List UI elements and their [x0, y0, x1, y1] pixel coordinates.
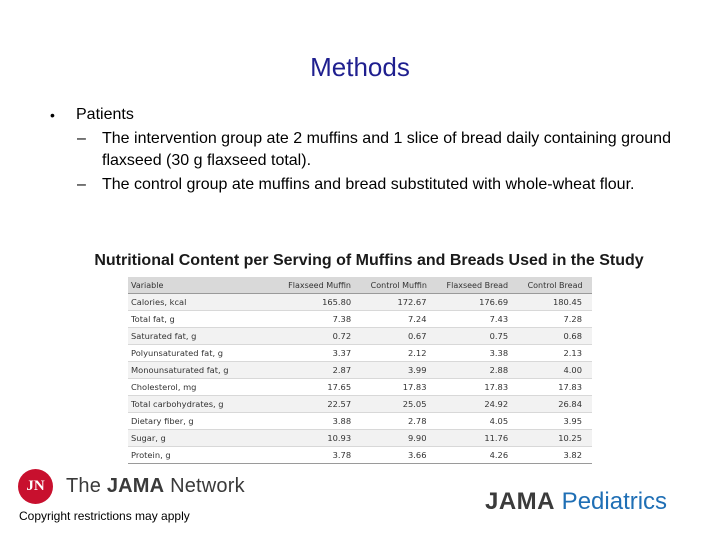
value-cell: 24.92 — [436, 395, 519, 413]
sub-bullet-text: The control group ate muffins and bread … — [102, 176, 635, 193]
pediatrics-logo-bold: JAMA — [485, 488, 556, 515]
table-caption: Nutritional Content per Serving of Muffi… — [94, 252, 644, 269]
column-header: Control Bread — [518, 277, 592, 294]
value-cell: 11.76 — [436, 429, 519, 447]
value-cell: 17.83 — [518, 378, 592, 396]
table-row: Total carbohydrates, g 22.57 25.05 24.92 26.… — [128, 395, 592, 413]
table-row: Monounsaturated fat, g 2.87 3.99 2.88 4.00 — [128, 361, 592, 379]
row-label-cell: Cholesterol, mg — [128, 378, 278, 396]
nutrition-table: Variable Flaxseed Muffin Control Muffin … — [128, 277, 592, 464]
value-cell: 176.69 — [436, 293, 519, 311]
bullet-dot-icon: • — [50, 107, 55, 123]
value-cell: 7.38 — [278, 310, 362, 328]
table-row: Saturated fat, g 0.72 0.67 0.75 0.68 — [128, 327, 592, 345]
table-body: Calories, kcal 165.80 172.67 176.69 180.45 To… — [128, 293, 592, 464]
slide-title: Methods — [310, 52, 410, 82]
table-header-row: Variable Flaxseed Muffin Control Muffin … — [128, 277, 592, 294]
sub-bullet-item: – The intervention group ate 2 muffins a… — [50, 128, 700, 172]
column-header: Flaxseed Muffin — [278, 277, 362, 294]
value-cell: 3.99 — [361, 361, 437, 379]
value-cell: 22.57 — [278, 395, 362, 413]
value-cell: 17.65 — [278, 378, 362, 396]
value-cell: 4.26 — [436, 446, 519, 464]
table-row: Cholesterol, mg 17.65 17.83 17.83 17.83 — [128, 378, 592, 396]
row-label-cell: Sugar, g — [128, 429, 278, 447]
value-cell: 3.95 — [518, 412, 592, 430]
table-row: Sugar, g 10.93 9.90 11.76 10.25 — [128, 429, 592, 447]
logo-text-pre: The — [66, 474, 107, 497]
value-cell: 2.13 — [518, 344, 592, 362]
value-cell: 0.67 — [361, 327, 437, 345]
copyright-notice: Copyright restrictions may apply — [19, 509, 190, 523]
bullet-item: • Patients — [50, 104, 700, 126]
bullet-list: • Patients – The intervention group ate … — [50, 104, 700, 198]
column-header: Variable — [128, 277, 278, 294]
value-cell: 7.24 — [361, 310, 437, 328]
bullet-text: Patients — [76, 106, 134, 123]
table-row: Polyunsaturated fat, g 3.37 2.12 3.38 2.13 — [128, 344, 592, 362]
row-label-cell: Total carbohydrates, g — [128, 395, 278, 413]
value-cell: 9.90 — [361, 429, 437, 447]
value-cell: 4.00 — [518, 361, 592, 379]
column-header: Flaxseed Bread — [436, 277, 519, 294]
row-label-cell: Calories, kcal — [128, 293, 278, 311]
value-cell: 25.05 — [361, 395, 437, 413]
value-cell: 3.88 — [278, 412, 362, 430]
row-label-cell: Monounsaturated fat, g — [128, 361, 278, 379]
jn-logo-icon: JN — [18, 468, 53, 504]
value-cell: 3.38 — [436, 344, 519, 362]
value-cell: 2.12 — [361, 344, 437, 362]
value-cell: 7.43 — [436, 310, 519, 328]
dash-icon: – — [77, 130, 86, 147]
jama-network-logo: JN The JAMA Network — [18, 466, 245, 506]
value-cell: 2.78 — [361, 412, 437, 430]
column-header: Control Muffin — [361, 277, 437, 294]
value-cell: 172.67 — [361, 293, 437, 311]
dash-icon: – — [77, 176, 86, 193]
jama-network-text: The JAMA Network — [66, 475, 245, 498]
sub-bullet-item: – The control group ate muffins and brea… — [50, 174, 700, 196]
value-cell: 0.72 — [278, 327, 362, 345]
row-label-cell: Saturated fat, g — [128, 327, 278, 345]
table-row: Total fat, g 7.38 7.24 7.43 7.28 — [128, 310, 592, 328]
row-label-cell: Protein, g — [128, 446, 278, 464]
row-label-cell: Dietary fiber, g — [128, 412, 278, 430]
value-cell: 3.82 — [518, 446, 592, 464]
value-cell: 0.68 — [518, 327, 592, 345]
value-cell: 165.80 — [278, 293, 362, 311]
logo-text-bold: JAMA — [106, 474, 165, 497]
value-cell: 7.28 — [518, 310, 592, 328]
jama-pediatrics-logo: JAMA Pediatrics — [485, 488, 667, 516]
value-cell: 2.88 — [436, 361, 519, 379]
table-row: Protein, g 3.78 3.66 4.26 3.82 — [128, 446, 592, 464]
value-cell: 180.45 — [518, 293, 592, 311]
table-row: Calories, kcal 165.80 172.67 176.69 180.45 — [128, 293, 592, 311]
value-cell: 17.83 — [436, 378, 519, 396]
table-row: Dietary fiber, g 3.88 2.78 4.05 3.95 — [128, 412, 592, 430]
logo-text-post: Network — [164, 474, 245, 497]
value-cell: 2.87 — [278, 361, 362, 379]
value-cell: 10.93 — [278, 429, 362, 447]
value-cell: 10.25 — [518, 429, 592, 447]
row-label-cell: Total fat, g — [128, 310, 278, 328]
value-cell: 3.78 — [278, 446, 362, 464]
value-cell: 3.37 — [278, 344, 362, 362]
value-cell: 3.66 — [361, 446, 437, 464]
pediatrics-logo-rest: Pediatrics — [555, 488, 668, 515]
sub-bullet-text: The intervention group ate 2 muffins and… — [102, 130, 671, 169]
value-cell: 0.75 — [436, 327, 519, 345]
value-cell: 26.84 — [518, 395, 592, 413]
value-cell: 4.05 — [436, 412, 519, 430]
value-cell: 17.83 — [361, 378, 437, 396]
row-label-cell: Polyunsaturated fat, g — [128, 344, 278, 362]
